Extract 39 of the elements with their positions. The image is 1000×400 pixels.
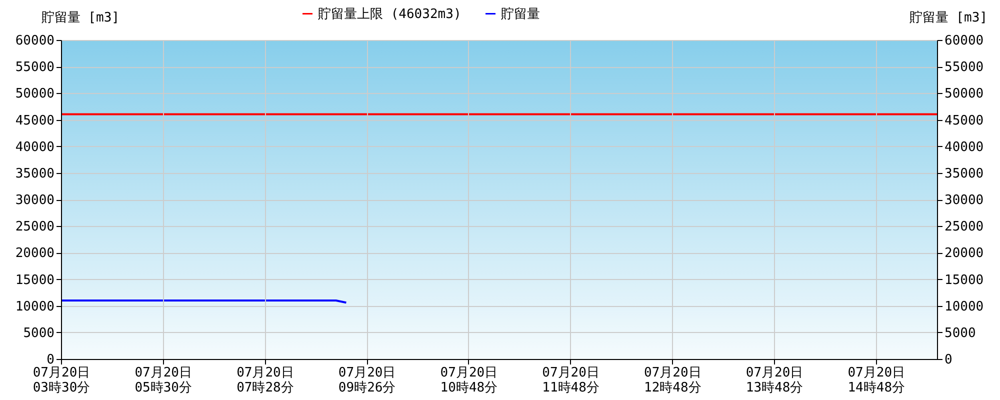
y-tick-label: 30000	[15, 193, 54, 208]
x-tick-label: 07月20日 13時48分	[746, 366, 804, 396]
y2-tick-label: 20000	[944, 246, 984, 262]
y2-tick-label: 25000	[944, 220, 984, 235]
y-tick-label: 45000	[15, 113, 54, 128]
y-tick-label: 5000	[23, 326, 54, 341]
y-tick-label: 15000	[15, 272, 54, 288]
y2-tick-label: 0	[944, 352, 952, 368]
x-tick-label: 07月20日 05時30分	[134, 366, 192, 396]
x-tick-label: 07月20日 03時30分	[32, 366, 90, 396]
y2-tick-label: 10000	[944, 299, 984, 314]
y-tick-label: 50000	[15, 86, 54, 102]
y-tick-label: 35000	[15, 166, 54, 182]
y-axis-title: 貯留量 [m3]	[41, 10, 120, 26]
x-tick-label: 07月20日 11時48分	[542, 366, 600, 396]
x-tick-label: 07月20日 07時28分	[236, 366, 294, 396]
x-tick-label: 07月20日 12時48分	[644, 366, 702, 396]
legend-label: 貯留量上限 (46032m3)	[318, 6, 462, 22]
x-tick-label: 07月20日 14時48分	[848, 366, 906, 396]
x-tick-label: 07月20日 09時26分	[338, 366, 396, 396]
y2-tick-label: 50000	[944, 86, 984, 102]
y2-tick-label: 55000	[944, 60, 984, 76]
y2-tick-label: 35000	[944, 166, 984, 182]
y2-tick-label: 30000	[944, 193, 984, 208]
y-tick-label: 10000	[15, 299, 54, 314]
y2-axis-title: 貯留量 [m3]	[909, 10, 988, 26]
y-tick-label: 55000	[15, 60, 54, 76]
y2-tick-label: 5000	[944, 326, 976, 341]
x-tick-label: 07月20日 10時48分	[440, 366, 498, 396]
y2-tick-label: 60000	[944, 34, 984, 48]
y2-tick-label: 40000	[944, 140, 984, 155]
y-tick-label: 60000	[15, 34, 54, 48]
legend-label: 貯留量	[501, 6, 540, 22]
y2-tick-label: 15000	[944, 272, 984, 288]
y2-tick-label: 45000	[944, 113, 984, 128]
y-tick-label: 40000	[15, 140, 54, 155]
y-tick-label: 25000	[15, 220, 54, 235]
y-tick-label: 20000	[15, 246, 54, 262]
y-tick-label: 0	[46, 352, 54, 368]
